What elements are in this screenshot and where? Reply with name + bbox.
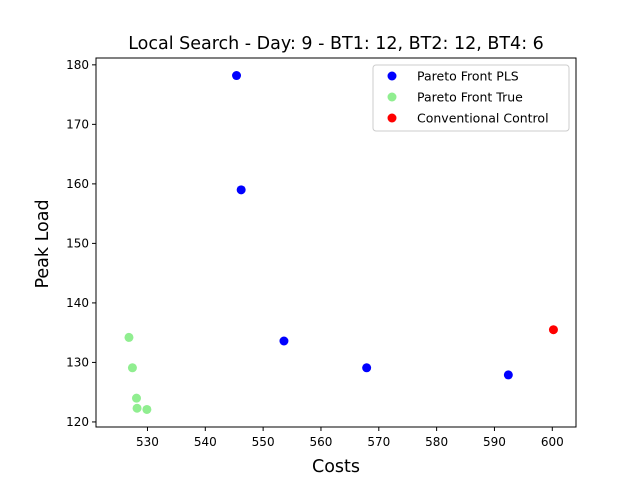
plot-frame: [95, 57, 577, 428]
x-axis-ticks: 530 540 550 560 570 580 590 600: [136, 427, 564, 449]
legend-marker-pareto-front-true: [387, 92, 397, 102]
point-pareto-front-true: [131, 393, 141, 403]
x-tick-label: 550: [252, 435, 275, 449]
point-pareto-front-pls: [279, 336, 289, 346]
legend-marker-conventional-control: [387, 113, 397, 123]
x-axis-label: Costs: [312, 457, 360, 477]
x-tick-label: 570: [367, 435, 390, 449]
legend: Pareto Front PLS Pareto Front True Convent…: [372, 64, 570, 132]
legend-box: [372, 64, 570, 132]
y-tick-label: 140: [66, 296, 89, 310]
point-pareto-front-pls: [503, 370, 513, 380]
y-tick-label: 120: [66, 415, 89, 429]
legend-marker-pareto-front-pls: [387, 71, 397, 81]
legend-label-conventional-control: Conventional Control: [417, 111, 549, 126]
x-tick-label: 560: [310, 435, 333, 449]
point-conventional-control: [548, 325, 558, 335]
point-pareto-front-true: [132, 403, 142, 413]
y-tick-label: 180: [66, 58, 89, 72]
x-tick-label: 580: [425, 435, 448, 449]
point-pareto-front-true: [127, 363, 137, 373]
point-pareto-front-true: [124, 332, 134, 342]
legend-label-pareto-front-true: Pareto Front True: [417, 90, 523, 105]
chart-title: Local Search - Day: 9 - BT1: 12, BT2: 12…: [128, 34, 544, 54]
data-points: [124, 71, 558, 414]
y-tick-label: 160: [66, 177, 89, 191]
legend-label-pareto-front-pls: Pareto Front PLS: [417, 69, 519, 84]
point-pareto-front-pls: [232, 71, 242, 81]
y-axis-ticks: 120 130 140 150 160 170 180: [66, 58, 96, 429]
x-tick-label: 590: [483, 435, 506, 449]
point-pareto-front-pls: [362, 363, 372, 373]
y-tick-label: 170: [66, 117, 89, 131]
x-tick-label: 600: [541, 435, 564, 449]
y-tick-label: 150: [66, 236, 89, 250]
x-tick-label: 530: [136, 435, 159, 449]
point-pareto-front-true: [142, 404, 152, 414]
point-pareto-front-pls: [236, 185, 246, 195]
x-tick-label: 540: [194, 435, 217, 449]
y-axis-label: Peak Load: [33, 199, 53, 288]
y-tick-label: 130: [66, 355, 89, 369]
